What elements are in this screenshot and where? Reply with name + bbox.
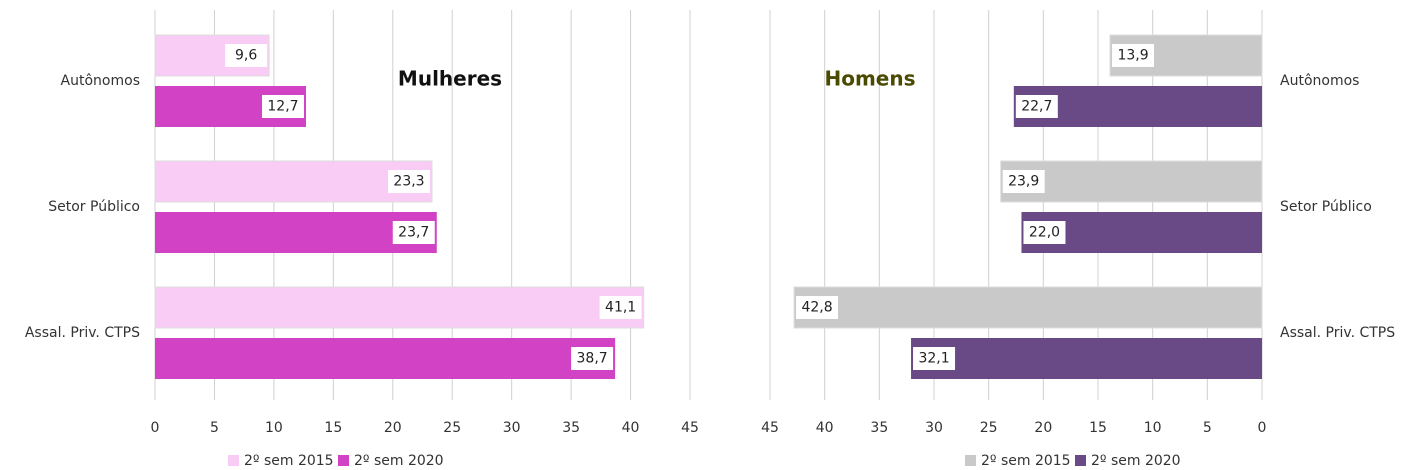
category-label: Assal. Priv. CTPS — [1280, 325, 1395, 341]
value-label: 22,7 — [1021, 99, 1052, 115]
value-label-box — [388, 170, 431, 193]
value-label-box — [1002, 170, 1045, 193]
category-label: Setor Público — [1280, 199, 1372, 215]
x-tick-label: 45 — [681, 420, 699, 436]
value-label: 23,7 — [398, 225, 429, 241]
legend-label: 2º sem 2020 — [1091, 453, 1181, 469]
value-label: 23,3 — [393, 174, 424, 190]
x-tick-label: 25 — [443, 420, 461, 436]
legend-label: 2º sem 2015 — [981, 453, 1071, 469]
x-tick-label: 20 — [384, 420, 402, 436]
value-label-box — [599, 296, 642, 319]
value-label-box — [1023, 221, 1066, 244]
x-tick-label: 40 — [622, 420, 640, 436]
value-label-box — [571, 347, 614, 370]
legend-swatch — [1075, 455, 1086, 466]
value-label: 23,9 — [1008, 174, 1039, 190]
value-label: 9,6 — [235, 48, 257, 64]
x-tick-label: 30 — [925, 420, 943, 436]
bar — [154, 286, 645, 329]
legend-swatch — [965, 455, 976, 466]
value-label-box — [1112, 44, 1155, 67]
legend-label: 2º sem 2015 — [244, 453, 334, 469]
x-tick-label: 20 — [1034, 420, 1052, 436]
value-label: 13,9 — [1117, 48, 1148, 64]
value-label-box — [261, 95, 304, 118]
x-tick-label: 35 — [562, 420, 580, 436]
x-tick-label: 45 — [761, 420, 779, 436]
x-tick-label: 10 — [1144, 420, 1162, 436]
x-tick-label: 0 — [151, 420, 160, 436]
value-label-box — [913, 347, 956, 370]
bar — [793, 286, 1263, 329]
value-label: 22,0 — [1029, 225, 1060, 241]
value-label-box — [796, 296, 839, 319]
x-tick-label: 40 — [816, 420, 834, 436]
category-label: Autônomos — [61, 73, 140, 89]
value-label: 38,7 — [577, 351, 608, 367]
x-tick-label: 35 — [870, 420, 888, 436]
chart-title: Homens — [824, 67, 915, 91]
bar — [155, 212, 437, 253]
x-tick-label: 25 — [980, 420, 998, 436]
legend-swatch — [338, 455, 349, 466]
value-label-box — [1015, 95, 1058, 118]
x-tick-label: 15 — [324, 420, 342, 436]
x-tick-label: 5 — [210, 420, 219, 436]
category-label: Autônomos — [1280, 73, 1359, 89]
legend-swatch — [228, 455, 239, 466]
value-label-box — [225, 44, 268, 67]
chart-title: Mulheres — [398, 67, 502, 91]
value-label: 42,8 — [801, 300, 832, 316]
x-tick-label: 0 — [1258, 420, 1267, 436]
category-label: Setor Público — [48, 199, 140, 215]
bar — [154, 160, 433, 203]
bar — [155, 338, 616, 379]
bar — [911, 338, 1262, 379]
value-label: 32,1 — [918, 351, 949, 367]
x-tick-label: 5 — [1203, 420, 1212, 436]
x-tick-label: 10 — [265, 420, 283, 436]
legend-label: 2º sem 2020 — [354, 453, 444, 469]
value-label: 41,1 — [605, 300, 636, 316]
value-label: 12,7 — [267, 99, 298, 115]
x-tick-label: 15 — [1089, 420, 1107, 436]
value-label-box — [392, 221, 435, 244]
category-label: Assal. Priv. CTPS — [25, 325, 140, 341]
x-tick-label: 30 — [503, 420, 521, 436]
